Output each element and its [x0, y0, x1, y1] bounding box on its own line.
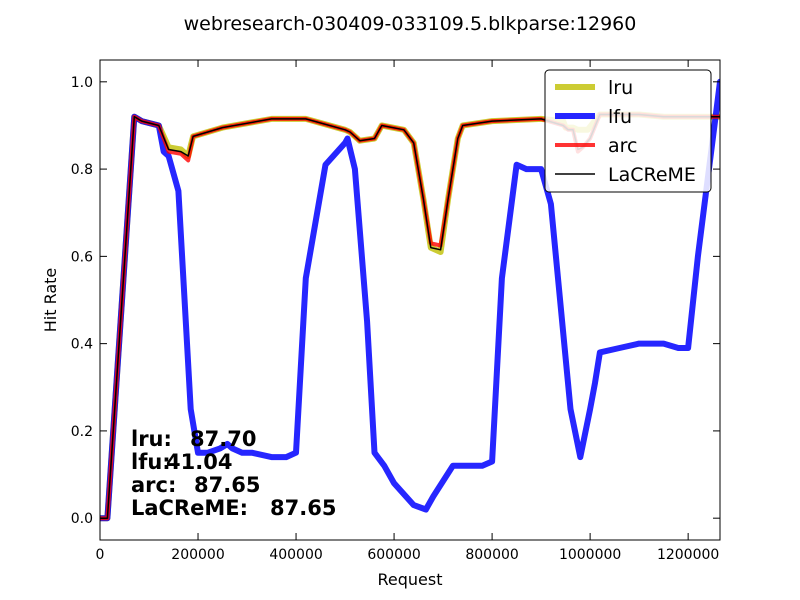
plot-frame	[99, 59, 721, 541]
y-tick-label: 0.8	[71, 162, 93, 178]
x-tick-label: 200000	[171, 547, 224, 563]
y-tick-label: 0.4	[71, 337, 93, 353]
annotation-value-lacreme-: 87.65	[270, 496, 336, 520]
x-tick-label: 1200000	[657, 547, 719, 563]
x-axis-label: Request	[378, 570, 443, 589]
x-tick-label: 1000000	[559, 547, 621, 563]
legend-label-arc: arc	[608, 135, 637, 157]
annotation-label-lfu-: lfu:	[131, 450, 171, 474]
annotation-value-lru-: 87.70	[190, 427, 256, 451]
annotation-value-arc-: 87.65	[194, 473, 260, 497]
annotation-label-lru-: lru:	[131, 427, 172, 451]
y-tick-label: 0.0	[71, 511, 93, 527]
legend-label-lfu: lfu	[608, 106, 632, 128]
x-axis: 0 200000 400000 600000 800000 1000000 1200000	[96, 60, 719, 563]
legend: lru lfu arc LaCReME	[544, 69, 712, 193]
y-tick-label: 0.2	[71, 424, 93, 440]
y-axis: 0.0 0.2 0.4 0.6 0.8 1.0	[71, 75, 720, 527]
y-tick-label: 1.0	[71, 75, 93, 91]
legend-label-lacreme: LaCReME	[608, 164, 696, 186]
annotation-label-arc-: arc:	[131, 473, 176, 497]
annotation-value-lfu-: 41.04	[166, 450, 232, 474]
y-axis-label: Hit Rate	[41, 268, 60, 333]
x-tick-label: 600000	[367, 547, 420, 563]
x-tick-label: 400000	[269, 547, 322, 563]
series-line-lfu	[100, 78, 720, 522]
chart-title: webresearch-030409-033109.5.blkparse:129…	[184, 13, 637, 35]
legend-box	[544, 69, 712, 193]
y-tick-label: 0.6	[71, 249, 93, 265]
x-tick-label: 800000	[465, 547, 518, 563]
legend-label-lru: lru	[608, 77, 633, 99]
annotation-label-lacreme-: LaCReME:	[131, 496, 248, 520]
x-tick-label: 0	[96, 547, 105, 563]
